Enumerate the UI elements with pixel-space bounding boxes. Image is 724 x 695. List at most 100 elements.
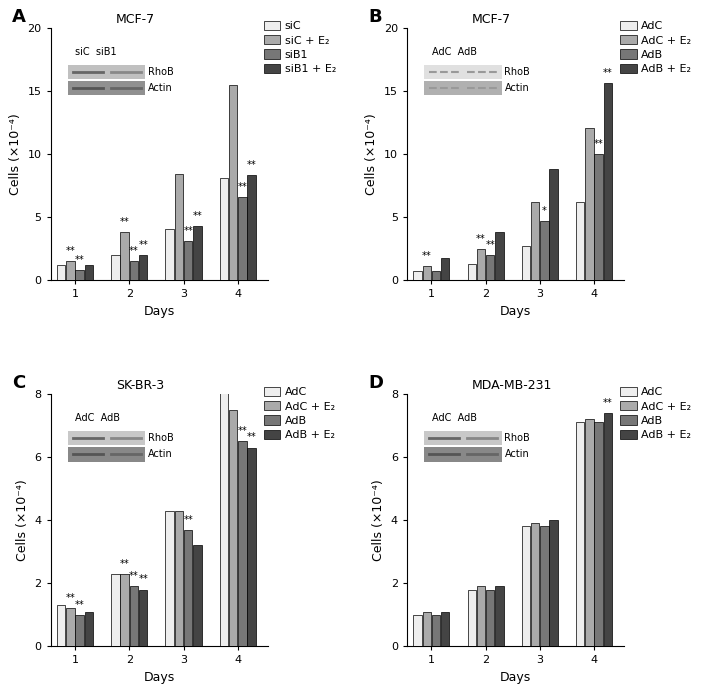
Bar <box>229 409 237 646</box>
Bar <box>130 587 138 646</box>
Legend: siC, siC + E₂, siB1, siB1 + E₂: siC, siC + E₂, siB1, siB1 + E₂ <box>264 21 336 74</box>
Bar <box>468 589 476 646</box>
Bar <box>413 615 422 646</box>
Bar <box>85 265 93 280</box>
Text: **: ** <box>129 246 139 256</box>
Bar <box>184 530 193 646</box>
Text: **: ** <box>183 514 193 525</box>
Bar <box>66 609 75 646</box>
Y-axis label: Cells (×10⁻⁴): Cells (×10⁻⁴) <box>16 480 29 561</box>
Bar <box>174 511 183 646</box>
Bar <box>522 246 530 280</box>
Bar <box>75 270 84 280</box>
Text: **: ** <box>476 234 486 244</box>
Text: *: * <box>542 206 547 216</box>
Bar <box>432 615 440 646</box>
Text: **: ** <box>422 252 432 261</box>
Text: **: ** <box>66 246 75 256</box>
Bar <box>576 423 584 646</box>
Bar <box>423 612 431 646</box>
Bar <box>85 612 93 646</box>
Bar <box>238 197 247 280</box>
Bar <box>540 526 549 646</box>
Bar <box>238 441 247 646</box>
Bar <box>184 241 193 280</box>
Bar <box>441 258 450 280</box>
Bar <box>604 83 612 280</box>
Bar <box>174 174 183 280</box>
Bar <box>540 221 549 280</box>
Text: **: ** <box>75 600 85 610</box>
Bar <box>585 419 594 646</box>
Bar <box>468 264 476 280</box>
Text: **: ** <box>75 255 85 265</box>
Bar <box>486 589 494 646</box>
Text: C: C <box>12 374 25 392</box>
Bar <box>57 265 65 280</box>
Text: **: ** <box>237 182 247 192</box>
Bar <box>550 169 558 280</box>
Bar <box>139 589 148 646</box>
Bar <box>130 261 138 280</box>
Bar <box>229 85 237 280</box>
X-axis label: Days: Days <box>500 671 531 684</box>
Bar <box>413 272 422 280</box>
Bar <box>576 202 584 280</box>
Bar <box>476 249 485 280</box>
Bar <box>486 255 494 280</box>
Text: **: ** <box>603 68 613 79</box>
Bar <box>594 154 603 280</box>
X-axis label: Days: Days <box>143 671 174 684</box>
Text: B: B <box>368 8 382 26</box>
Text: **: ** <box>66 594 75 603</box>
Text: SK-BR-3: SK-BR-3 <box>116 379 164 392</box>
Bar <box>57 605 65 646</box>
Legend: AdC, AdC + E₂, AdB, AdB + E₂: AdC, AdC + E₂, AdB, AdB + E₂ <box>620 21 691 74</box>
Bar <box>193 546 201 646</box>
Bar <box>423 266 431 280</box>
Text: MCF-7: MCF-7 <box>116 13 155 26</box>
Text: **: ** <box>183 226 193 236</box>
Bar <box>604 413 612 646</box>
Bar <box>248 176 256 280</box>
Text: A: A <box>12 8 25 26</box>
X-axis label: Days: Days <box>143 305 174 318</box>
Text: MCF-7: MCF-7 <box>472 13 511 26</box>
Bar <box>75 615 84 646</box>
Bar <box>441 612 450 646</box>
Bar <box>495 587 504 646</box>
Bar <box>219 391 228 646</box>
Text: **: ** <box>485 240 495 250</box>
Bar <box>476 587 485 646</box>
Bar <box>550 520 558 646</box>
Y-axis label: Cells (×10⁻⁴): Cells (×10⁻⁴) <box>372 480 385 561</box>
Text: **: ** <box>119 559 130 569</box>
Bar <box>166 229 174 280</box>
Text: **: ** <box>603 398 613 408</box>
Bar <box>495 232 504 280</box>
Text: **: ** <box>138 575 148 584</box>
Y-axis label: Cells (×10⁻⁴): Cells (×10⁻⁴) <box>365 113 378 195</box>
Legend: AdC, AdC + E₂, AdB, AdB + E₂: AdC, AdC + E₂, AdB, AdB + E₂ <box>264 387 335 440</box>
Text: **: ** <box>119 218 130 227</box>
Bar <box>120 232 129 280</box>
Bar <box>166 511 174 646</box>
Bar <box>531 202 539 280</box>
Bar <box>111 574 119 646</box>
Text: **: ** <box>129 571 139 581</box>
Bar <box>66 261 75 280</box>
Bar <box>193 226 201 280</box>
X-axis label: Days: Days <box>500 305 531 318</box>
Bar <box>219 178 228 280</box>
Bar <box>531 523 539 646</box>
Bar <box>139 255 148 280</box>
Text: D: D <box>368 374 383 392</box>
Text: **: ** <box>594 139 604 149</box>
Bar <box>120 574 129 646</box>
Bar <box>248 448 256 646</box>
Bar <box>111 255 119 280</box>
Y-axis label: Cells (×10⁻⁴): Cells (×10⁻⁴) <box>9 113 22 195</box>
Legend: AdC, AdC + E₂, AdB, AdB + E₂: AdC, AdC + E₂, AdB, AdB + E₂ <box>620 387 691 440</box>
Text: **: ** <box>247 161 256 170</box>
Bar <box>432 272 440 280</box>
